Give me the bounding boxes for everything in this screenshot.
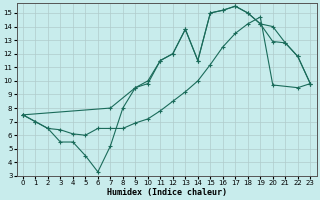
- X-axis label: Humidex (Indice chaleur): Humidex (Indice chaleur): [107, 188, 227, 197]
